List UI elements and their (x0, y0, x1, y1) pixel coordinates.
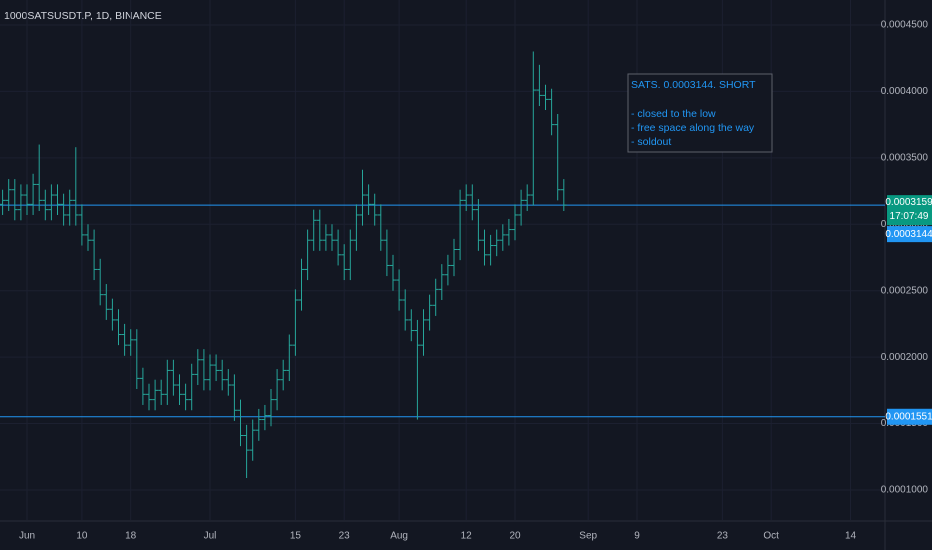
x-tick-label: Jun (19, 531, 35, 542)
x-tick-label: 14 (845, 531, 857, 542)
x-tick-label: 23 (339, 531, 351, 542)
x-tick-label: 18 (125, 531, 137, 542)
y-tick-label: 0.0002500 (881, 285, 929, 296)
x-tick-label: 23 (717, 531, 729, 542)
last-price-label: 0.0003159 (885, 197, 932, 208)
annotation-line: - free space along the way (631, 122, 755, 134)
annotation-title: SATS. 0.0003144. SHORT (631, 79, 756, 91)
y-tick-label: 0.0001000 (881, 485, 929, 496)
x-tick-label: 15 (290, 531, 302, 542)
hline-tag (887, 408, 932, 425)
countdown: 17:07:49 (890, 211, 929, 222)
x-tick-label: 10 (76, 531, 88, 542)
last-price-tag (887, 195, 932, 226)
y-tick-label: 0.0004000 (881, 86, 929, 97)
x-tick-label: Oct (763, 531, 779, 542)
y-tick-label: 0.0003500 (881, 152, 929, 163)
y-tick-label: 0.0004500 (881, 20, 929, 31)
hline-label: 0.0001551 (885, 411, 932, 422)
y-tick-label: 0.0002000 (881, 352, 929, 363)
x-tick-label: Sep (579, 531, 597, 542)
annotation-line: - closed to the low (631, 108, 716, 120)
x-tick-label: Jul (204, 531, 217, 542)
annotation-line: - soldout (631, 136, 671, 148)
x-tick-label: 12 (461, 531, 473, 542)
annotation-box (627, 73, 773, 153)
hline-tag (887, 226, 932, 243)
x-tick-label: 9 (634, 531, 640, 542)
hline-label: 0.0003144 (885, 229, 932, 240)
chart-title: 1000SATSUSDT.P, 1D, BINANCE (4, 10, 162, 22)
x-tick-label: 20 (509, 531, 521, 542)
x-tick-label: Aug (390, 531, 408, 542)
